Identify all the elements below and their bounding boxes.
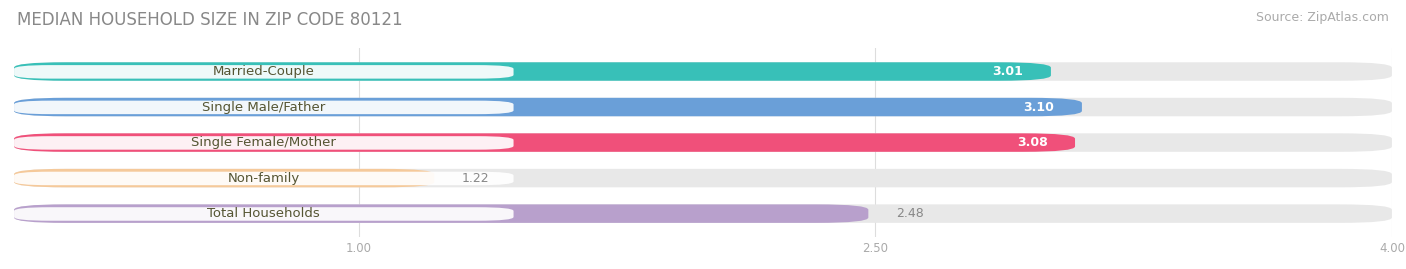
FancyBboxPatch shape xyxy=(14,204,1392,223)
FancyBboxPatch shape xyxy=(14,65,513,79)
Text: Non-family: Non-family xyxy=(228,172,299,185)
Text: Total Households: Total Households xyxy=(208,207,321,220)
FancyBboxPatch shape xyxy=(14,98,1083,116)
Text: 2.48: 2.48 xyxy=(896,207,924,220)
Text: MEDIAN HOUSEHOLD SIZE IN ZIP CODE 80121: MEDIAN HOUSEHOLD SIZE IN ZIP CODE 80121 xyxy=(17,11,402,29)
FancyBboxPatch shape xyxy=(14,169,1392,187)
FancyBboxPatch shape xyxy=(14,169,434,187)
FancyBboxPatch shape xyxy=(14,62,1050,81)
FancyBboxPatch shape xyxy=(14,133,1076,152)
FancyBboxPatch shape xyxy=(14,204,869,223)
FancyBboxPatch shape xyxy=(14,62,1392,81)
FancyBboxPatch shape xyxy=(14,98,1392,116)
FancyBboxPatch shape xyxy=(14,136,513,150)
Text: 1.22: 1.22 xyxy=(463,172,489,185)
Text: Single Male/Father: Single Male/Father xyxy=(202,101,325,114)
Text: Married-Couple: Married-Couple xyxy=(212,65,315,78)
Text: 3.08: 3.08 xyxy=(1017,136,1047,149)
FancyBboxPatch shape xyxy=(14,207,513,221)
Text: 3.10: 3.10 xyxy=(1024,101,1054,114)
Text: Source: ZipAtlas.com: Source: ZipAtlas.com xyxy=(1256,11,1389,24)
Text: 3.01: 3.01 xyxy=(993,65,1024,78)
Text: Single Female/Mother: Single Female/Mother xyxy=(191,136,336,149)
FancyBboxPatch shape xyxy=(14,133,1392,152)
FancyBboxPatch shape xyxy=(14,101,513,114)
FancyBboxPatch shape xyxy=(14,172,513,185)
